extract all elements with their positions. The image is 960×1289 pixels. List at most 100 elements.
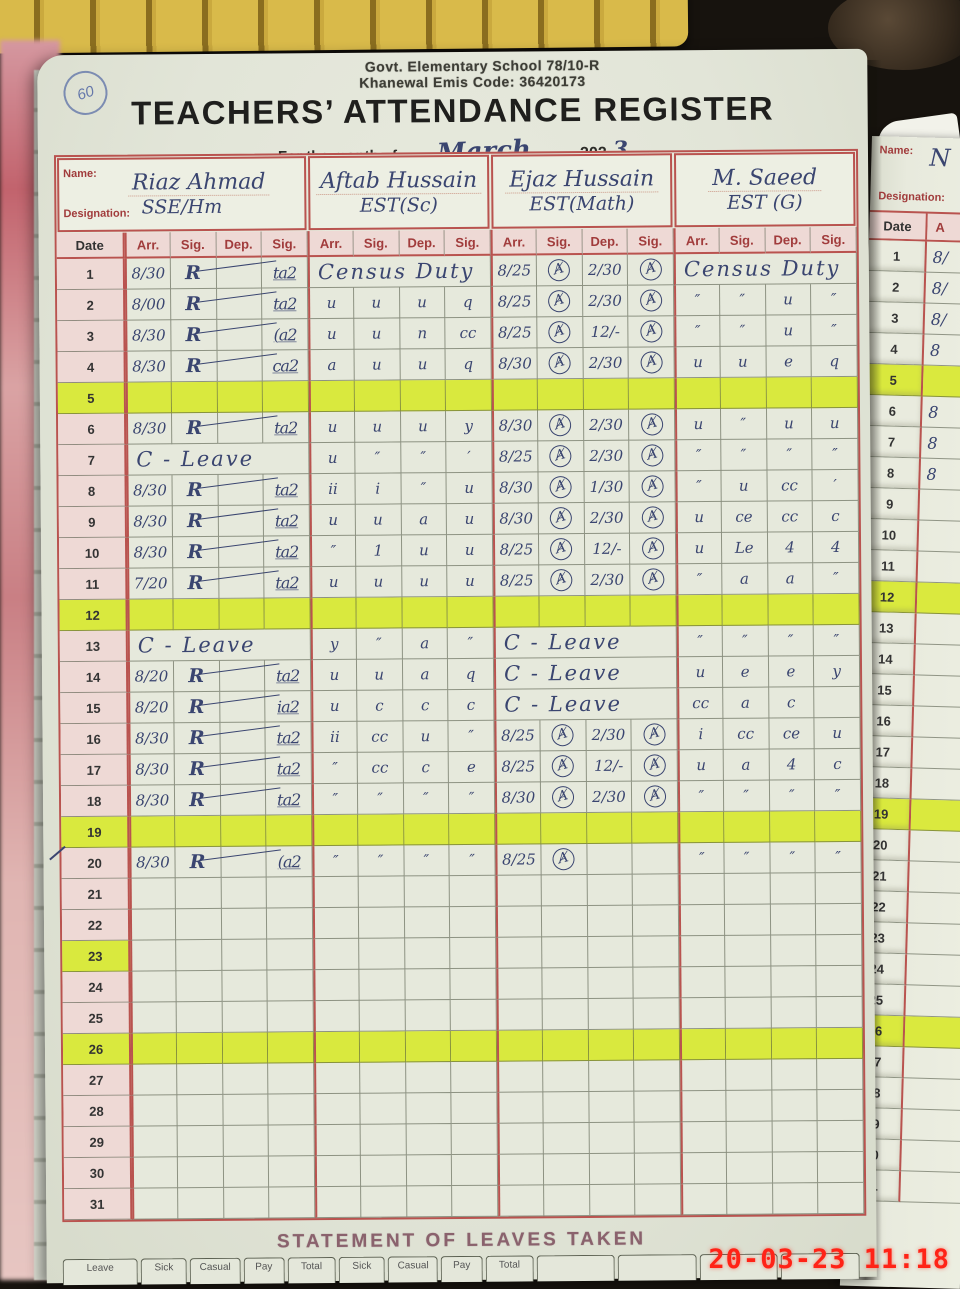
entry-cell: q: [448, 658, 495, 691]
subheader-cell: Sig.: [536, 229, 583, 256]
entry-cell: [173, 598, 220, 631]
entry-cell: [406, 1186, 453, 1218]
date-header: Date: [56, 232, 125, 260]
entry-cell: [904, 1016, 960, 1049]
entry-cell: [359, 1000, 406, 1032]
entry-cell: [632, 874, 679, 906]
entry-cell: [769, 811, 816, 843]
entry-cell: [218, 567, 265, 599]
date-cell: 12: [59, 599, 128, 632]
entry-cell: [129, 878, 176, 910]
entry-cell: 8/25: [491, 317, 538, 349]
entry-cell: 8/25: [494, 751, 541, 783]
entry-cell: [451, 1061, 498, 1094]
entry-cell: [266, 815, 313, 847]
entry-cell: 8/25: [491, 286, 538, 318]
entry-cell: q: [445, 348, 492, 381]
entry-cell: [542, 998, 589, 1031]
entry-cell: [176, 1063, 223, 1096]
signature-monogram: Ⱥ: [639, 535, 667, 562]
signature-monogram: Ⱥ: [639, 504, 666, 531]
entry-cell: R: [174, 753, 221, 786]
entry-cell: u: [309, 411, 355, 444]
date-cell: 3: [57, 320, 126, 353]
entry-cell: c: [403, 752, 450, 784]
entry-cell: [674, 377, 721, 410]
entry-cell: [219, 691, 266, 723]
subheader-cell: Arr.: [673, 227, 720, 255]
entry-cell: a: [721, 563, 768, 595]
entry-cell: [218, 505, 265, 537]
entry-cell: [541, 874, 588, 907]
entry-cell: Ⱥ: [628, 316, 675, 348]
entry-cell: 8/30: [125, 320, 172, 352]
date-cell: 14: [59, 661, 129, 694]
entry-cell: [679, 1028, 726, 1061]
entry-cell: [221, 939, 268, 971]
entry-cell: u: [766, 408, 813, 440]
entry-cell: u: [676, 656, 723, 689]
signature-monogram: Ⱥ: [638, 411, 666, 438]
next-page-subheader: Date A: [869, 211, 960, 244]
signature-monogram: Ⱥ: [640, 721, 668, 748]
entry-cell: ″: [449, 844, 496, 877]
teacher-2-name: Aftab Hussain: [316, 167, 482, 195]
entry-cell: [588, 1029, 635, 1061]
entry-cell: Ⱥ: [540, 750, 587, 783]
signature-monogram: Ⱥ: [547, 504, 575, 532]
signature-monogram: Ⱥ: [547, 442, 574, 470]
entry-cell: cc: [723, 718, 770, 750]
entry-cell: [678, 811, 725, 844]
entry-cell: [314, 1124, 361, 1157]
entry-cell: Ⱥ: [631, 750, 678, 782]
entry-cell: a: [767, 563, 814, 595]
entry-cell: [354, 380, 401, 412]
entry-cell: Ⱥ: [536, 286, 583, 318]
entry-cell: 8/30: [125, 351, 172, 383]
entry-cell: [770, 873, 817, 905]
entry-cell: ″: [356, 628, 403, 660]
entry-cell: Ⱥ: [628, 254, 675, 286]
entry-cell: 1: [355, 535, 402, 567]
signature-monogram: Ⱥ: [550, 845, 578, 873]
entry-cell: [220, 815, 267, 847]
entry-cell: ″: [354, 442, 401, 474]
entry-cell: ia2: [265, 691, 312, 723]
leaves-header-cell: Sick: [338, 1256, 386, 1283]
signature-monogram: Ⱥ: [549, 752, 577, 780]
entry-cell: 8/25: [494, 720, 541, 752]
entry-cell: u: [721, 470, 768, 502]
entry-cell: Ⱥ: [629, 471, 676, 503]
entry-cell: [912, 737, 960, 771]
subheader-cell: Arr.: [124, 232, 171, 259]
entry-cell: [220, 784, 267, 816]
entry-cell: 8: [923, 334, 960, 368]
subheader-cell: Arr.: [490, 229, 537, 256]
signature-monogram: Ⱥ: [547, 473, 575, 501]
entry-cell: [218, 536, 265, 568]
signature-monogram: Ⱥ: [637, 256, 664, 283]
entry-cell: [312, 876, 359, 909]
entry-cell: ″: [813, 562, 860, 595]
entry-cell: [176, 1001, 223, 1034]
entry-cell: [725, 997, 772, 1029]
entry-cell: ta2: [264, 567, 311, 599]
entry-cell: [359, 1031, 406, 1063]
entry-cell: [177, 1187, 224, 1220]
date-cell: 16: [60, 723, 129, 756]
entry-cell: [496, 1030, 543, 1062]
entry-cell: [902, 1078, 960, 1111]
entry-cell: [917, 551, 960, 585]
entry-cell: 8/: [925, 272, 960, 306]
entry-cell: [633, 998, 680, 1030]
entry-cell: ″: [677, 780, 724, 813]
entry-cell: [720, 377, 767, 409]
entry-cell: ″: [720, 439, 767, 471]
entry-cell: Ⱥ: [537, 348, 584, 380]
signature-monogram: Ⱥ: [546, 349, 574, 377]
entry-cell: ta2: [262, 257, 309, 289]
entry-cell: [313, 938, 360, 971]
entry-cell: 2/30: [583, 347, 629, 379]
entry-cell: [219, 660, 266, 692]
entry-cell: [816, 965, 863, 998]
